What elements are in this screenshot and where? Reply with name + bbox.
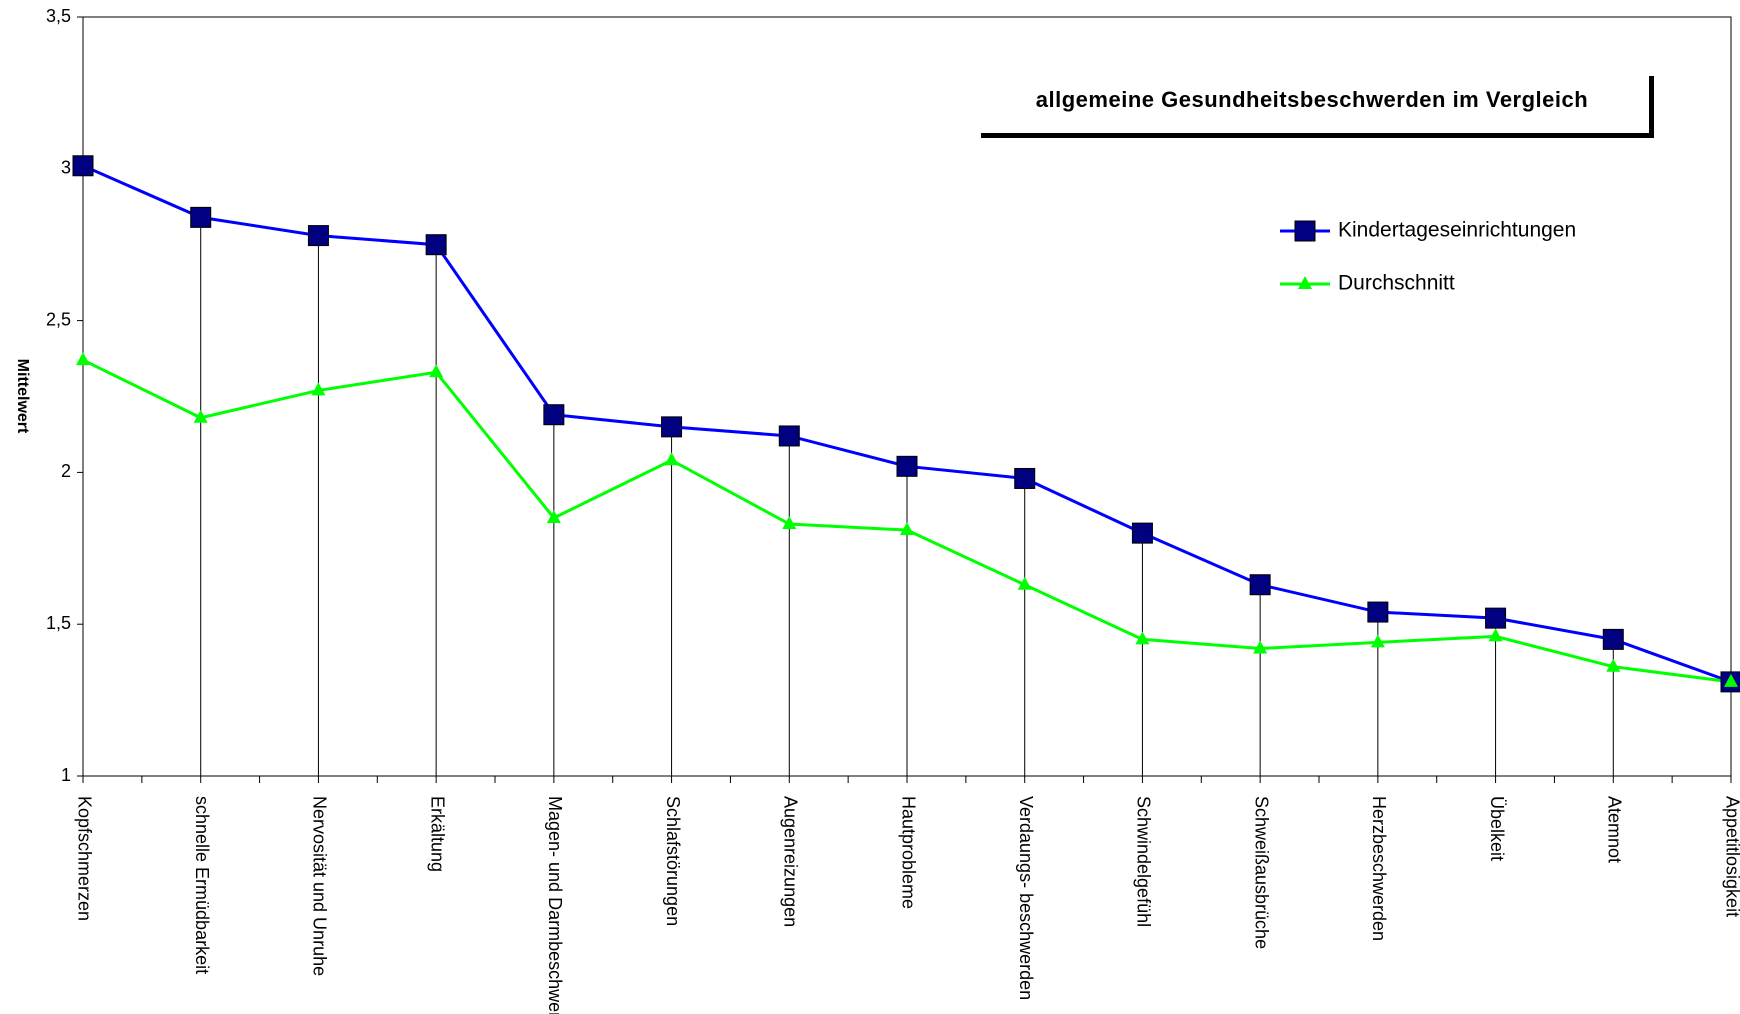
marker — [546, 509, 561, 523]
marker — [425, 234, 447, 256]
x-tick-label: Hautprobleme — [898, 796, 918, 909]
marker — [1724, 673, 1738, 687]
x-tick-label: Magen- und Darmbeschwerden — [545, 796, 565, 1014]
marker — [1606, 658, 1621, 672]
marker — [1370, 634, 1385, 648]
x-tick-label: Schweißausbrüche — [1251, 796, 1271, 949]
marker — [778, 425, 800, 447]
marker — [1602, 628, 1624, 650]
x-tick-label: Übelkeit — [1487, 796, 1507, 861]
marker — [190, 206, 212, 228]
marker — [896, 455, 918, 477]
x-tick-label: Erkältung — [427, 796, 447, 872]
marker — [1131, 522, 1153, 544]
marker — [1253, 640, 1268, 654]
title-box — [976, 71, 1649, 133]
marker — [429, 364, 444, 378]
x-tick-label: Verdaungs- beschwerden — [1016, 796, 1036, 1000]
y-tick-label: 1 — [61, 765, 71, 785]
x-tick-label: Atemnot — [1605, 796, 1625, 863]
marker — [1017, 576, 1032, 590]
x-tick-label: Herzbeschwerden — [1369, 796, 1389, 941]
marker — [76, 352, 90, 366]
marker — [1014, 467, 1036, 489]
y-tick-label: 2 — [61, 461, 71, 481]
x-tick-label: Augenreizungen — [781, 796, 801, 927]
legend-label: Durchschnitt — [1338, 272, 1455, 295]
marker — [1488, 628, 1503, 642]
x-tick-label: Schlafstörungen — [663, 796, 683, 926]
y-tick-label: 3,5 — [46, 6, 71, 26]
chart-title: allgemeine Gesundheitsbeschwerden im Ver… — [1036, 87, 1588, 112]
marker — [311, 382, 326, 396]
marker — [543, 404, 565, 426]
marker — [664, 452, 679, 466]
marker — [1135, 631, 1150, 645]
marker — [1294, 220, 1316, 242]
marker — [193, 409, 208, 423]
x-tick-label: Kopfschmerzen — [74, 796, 94, 921]
x-tick-label: Appetitlosigkeit — [1722, 796, 1740, 917]
x-tick-label: schnelle Ermüdbarkeit — [192, 796, 212, 974]
marker — [1298, 276, 1312, 289]
legend-label: Kindertageseinrichtungen — [1338, 219, 1576, 242]
marker — [72, 155, 94, 177]
marker — [1249, 574, 1271, 596]
x-tick-label: Nervosität und Unruhe — [310, 796, 330, 976]
y-tick-label: 2,5 — [46, 309, 71, 329]
marker — [782, 516, 797, 530]
x-tick-label: Schwindelgefühl — [1134, 796, 1154, 927]
y-tick-label: 3 — [61, 158, 71, 178]
y-tick-label: 1,5 — [46, 613, 71, 633]
marker — [900, 522, 914, 536]
y-axis-label: Mittelwert — [14, 359, 31, 434]
marker — [661, 416, 683, 438]
marker — [1485, 607, 1507, 629]
marker — [307, 225, 329, 247]
marker — [1367, 601, 1389, 623]
